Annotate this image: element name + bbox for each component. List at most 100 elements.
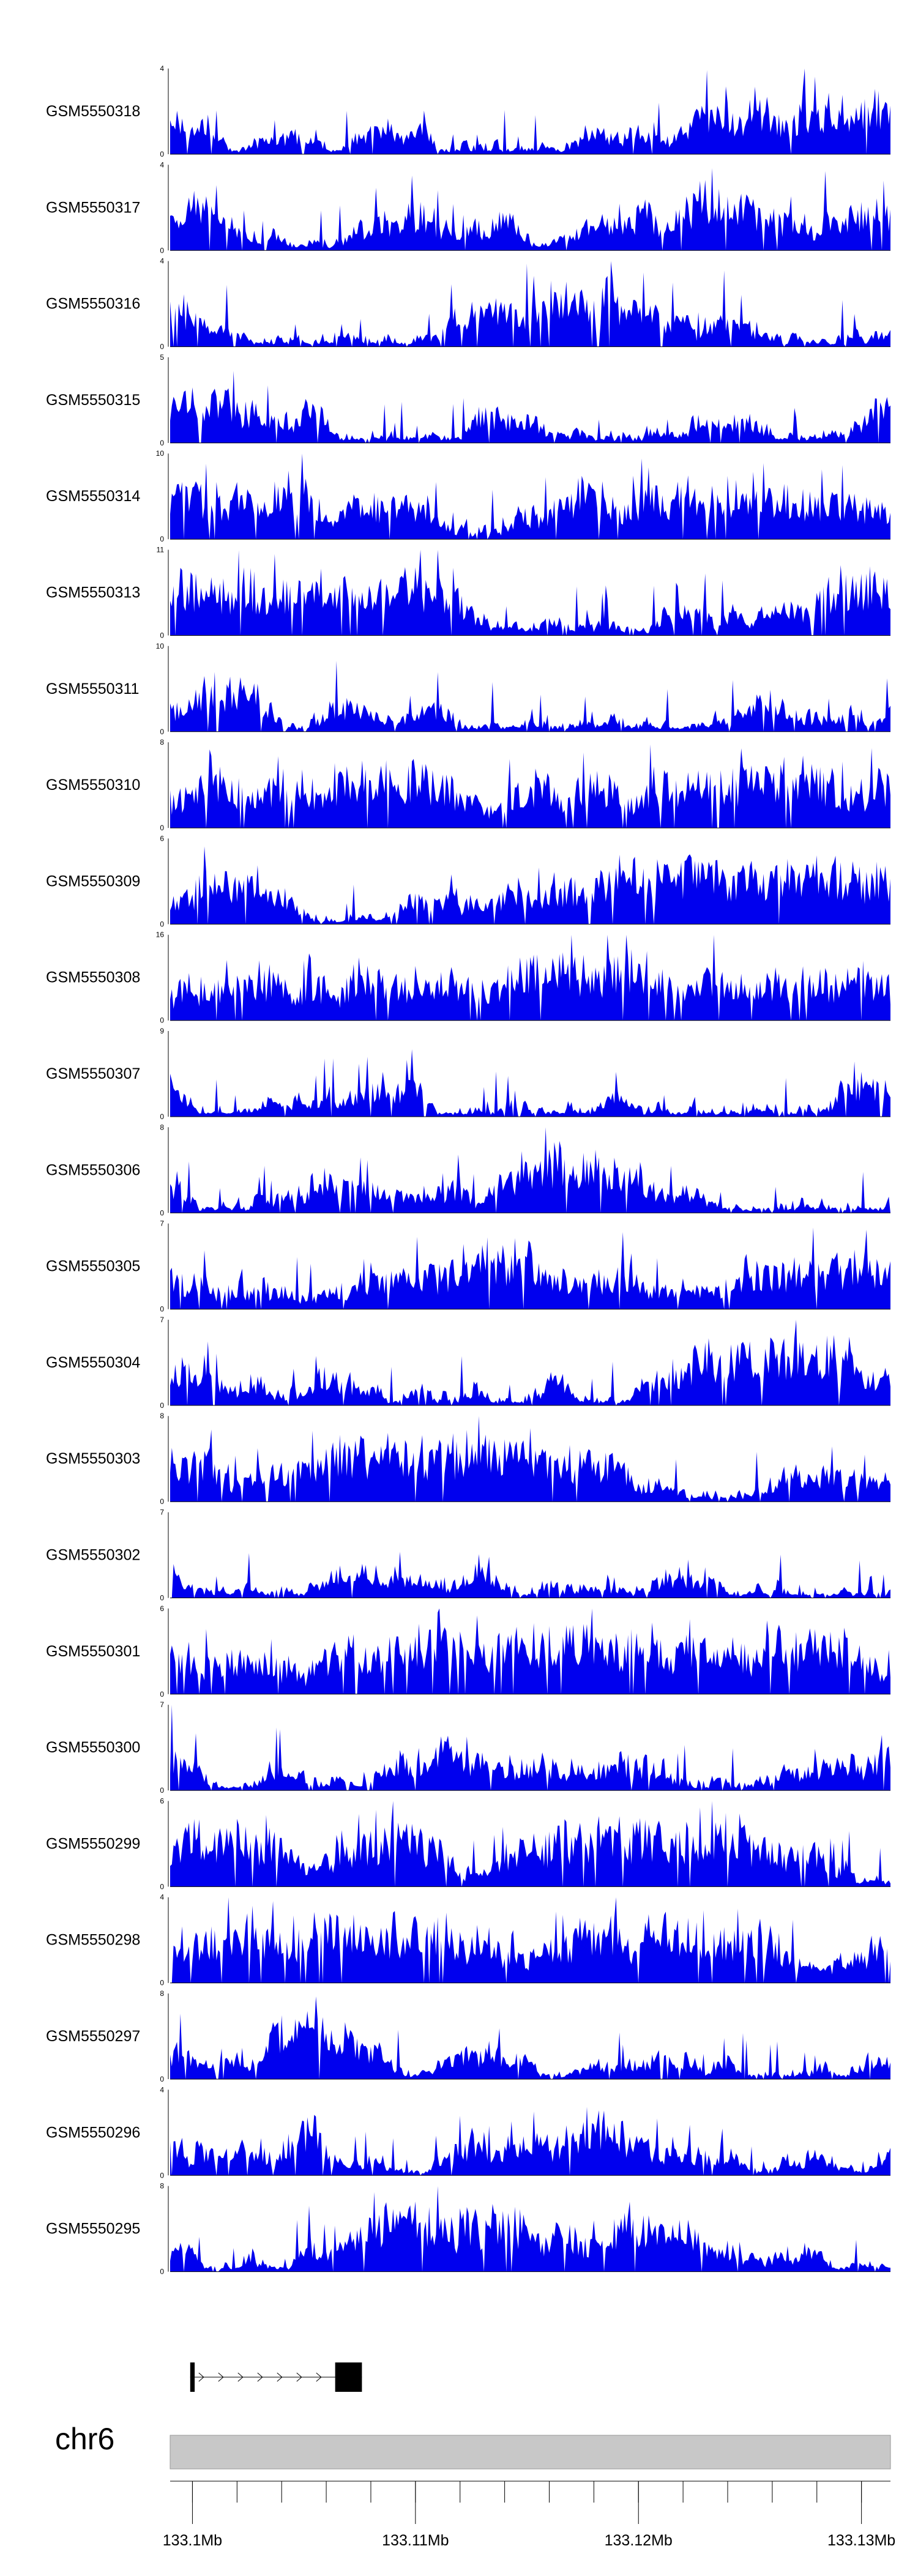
axis-tick-label: 133.12Mb: [605, 2532, 673, 2549]
track-ymin-label: 0: [160, 1786, 164, 1795]
signal-area: [170, 934, 890, 1021]
signal-area: [170, 1801, 890, 1887]
track-ymax-label: 8: [160, 2182, 164, 2191]
signal-area: [170, 2186, 890, 2272]
track-GSM5550300: GSM5550300 7 0: [46, 1700, 890, 1795]
track-ymax-label: 6: [160, 1796, 164, 1805]
signal-area: [170, 549, 890, 636]
signal-area: [170, 1996, 890, 2079]
track-ymax-label: 6: [160, 834, 164, 843]
track-label: GSM5550314: [46, 488, 140, 505]
track-label: GSM5550298: [46, 1932, 140, 1949]
chromosome-ideogram: chr6: [55, 2422, 891, 2470]
track-ymax-label: 8: [160, 1412, 164, 1420]
track-ymax-label: 11: [157, 546, 165, 554]
track-ymin-label: 0: [160, 631, 164, 640]
signal-area: [170, 1227, 890, 1309]
signal-area: [170, 1897, 890, 1983]
track-ymin-label: 0: [160, 1882, 164, 1891]
track-label: GSM5550301: [46, 1643, 140, 1660]
track-GSM5550308: GSM5550308 16 0: [46, 931, 890, 1025]
track-ymax-label: 8: [160, 1123, 164, 1131]
track-ymin-label: 0: [160, 2075, 164, 2083]
track-GSM5550297: GSM5550297 8 0: [46, 1989, 890, 2083]
signal-area: [170, 1416, 890, 1502]
track-ymax-label: 4: [160, 257, 164, 266]
track-ymax-label: 7: [160, 1219, 164, 1228]
track-ymin-label: 0: [160, 1305, 164, 1314]
track-GSM5550303: GSM5550303 8 0: [46, 1412, 890, 1506]
track-label: GSM5550311: [46, 680, 139, 698]
track-label: GSM5550317: [46, 199, 140, 216]
track-ymin-label: 0: [160, 1979, 164, 1987]
track-ymin-label: 0: [160, 728, 164, 736]
track-ymax-label: 9: [160, 1027, 164, 1035]
track-label: GSM5550299: [46, 1835, 140, 1852]
track-ymax-label: 16: [156, 931, 165, 939]
gene-model-track: [190, 2362, 362, 2392]
track-ymax-label: 4: [160, 160, 164, 169]
track-ymin-label: 0: [160, 920, 164, 928]
signal-area: [170, 1608, 890, 1694]
axis-tick-label: 133.11Mb: [382, 2532, 449, 2549]
signal-tracks: GSM555031840GSM555031740GSM555031640GSM5…: [46, 64, 890, 2276]
track-ymin-label: 0: [160, 150, 164, 158]
signal-area: [170, 168, 890, 251]
track-label: GSM5550305: [46, 1258, 140, 1275]
track-ymax-label: 7: [160, 1316, 164, 1324]
signal-area: [170, 1319, 890, 1405]
track-ymin-label: 0: [160, 1112, 164, 1121]
signal-area: [170, 744, 890, 828]
track-label: GSM5550307: [46, 1065, 140, 1082]
track-label: GSM5550316: [46, 296, 140, 313]
gene-exon: [335, 2362, 362, 2392]
track-ymin-label: 0: [160, 1594, 164, 1603]
track-ymax-label: 4: [160, 1893, 164, 1902]
track-ymin-label: 0: [160, 1208, 164, 1217]
axis-tick-label: 133.13Mb: [827, 2532, 895, 2549]
track-ymax-label: 8: [160, 738, 164, 746]
track-label: GSM5550306: [46, 1161, 140, 1178]
track-GSM5550302: GSM5550302 7 0: [46, 1508, 890, 1603]
track-GSM5550315: GSM5550315 5 0: [46, 353, 890, 447]
strand-arrow: [277, 2372, 283, 2382]
track-ymax-label: 6: [160, 1604, 164, 1613]
track-label: GSM5550304: [46, 1354, 140, 1371]
genome-axis: 133.1Mb 133.11Mb 133.12Mb 133.13Mb: [163, 2481, 895, 2549]
track-GSM5550298: GSM5550298 4 0: [46, 1893, 890, 1987]
track-GSM5550305: GSM5550305 7 0: [46, 1219, 890, 1314]
track-ymin-label: 0: [160, 2171, 164, 2180]
track-ymax-label: 10: [156, 449, 165, 458]
track-label: GSM5550296: [46, 2124, 140, 2141]
track-ymax-label: 10: [156, 642, 165, 650]
ideogram-bar: [170, 2435, 891, 2470]
signal-area: [170, 2107, 890, 2176]
signal-area: [170, 1127, 890, 1213]
track-ymax-label: 4: [160, 64, 164, 73]
signal-area: [170, 261, 890, 347]
track-ymin-label: 0: [160, 1016, 164, 1025]
track-GSM5550306: GSM5550306 8 0: [46, 1123, 890, 1217]
track-label: GSM5550318: [46, 103, 140, 120]
track-ymin-label: 0: [160, 1690, 164, 1699]
signal-area: [170, 846, 890, 925]
track-ymin-label: 0: [160, 1497, 164, 1506]
track-GSM5550295: GSM5550295 8 0: [46, 2182, 890, 2276]
track-label: GSM5550303: [46, 1450, 140, 1467]
track-GSM5550310: GSM5550310 8 0: [46, 738, 890, 832]
track-label: GSM5550302: [46, 1547, 140, 1564]
track-ymax-label: 8: [160, 1989, 164, 1998]
signal-area: [170, 1049, 890, 1117]
strand-arrow: [296, 2372, 302, 2382]
track-label: GSM5550295: [46, 2220, 140, 2238]
strand-arrow: [257, 2372, 263, 2382]
signal-area: [170, 69, 890, 154]
gene-exon: [190, 2362, 195, 2392]
track-ymax-label: 5: [160, 353, 164, 362]
track-GSM5550317: GSM5550317 4 0: [46, 160, 890, 255]
track-GSM5550318: GSM5550318 4 0: [46, 64, 890, 158]
track-label: GSM5550309: [46, 873, 140, 890]
signal-area: [170, 1705, 890, 1791]
track-GSM5550304: GSM5550304 7 0: [46, 1316, 890, 1410]
